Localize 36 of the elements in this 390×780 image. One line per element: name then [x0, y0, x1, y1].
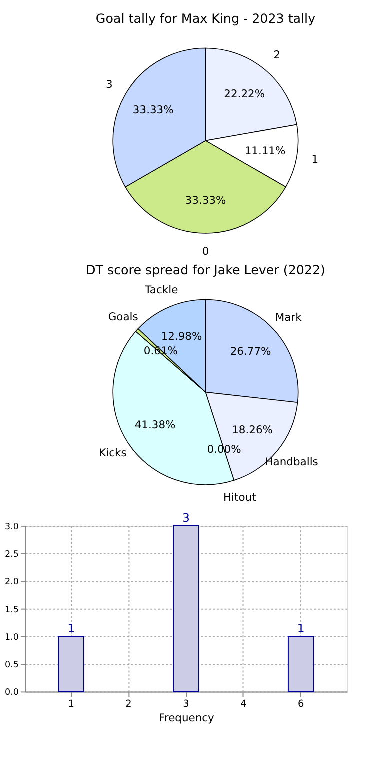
data-label: 12.98% — [161, 330, 202, 343]
data-label: 26.77% — [230, 345, 272, 358]
slice-label: 0 — [202, 244, 210, 258]
slice-label: 2 — [274, 48, 281, 62]
data-label: 1 — [297, 622, 305, 636]
x-tick-label: 6 — [298, 698, 304, 710]
data-label: 41.38% — [134, 418, 176, 432]
chart-title: Goal tally for Max King - 2023 tally — [96, 10, 316, 26]
data-label: 18.26% — [232, 424, 273, 437]
x-tick-label: 4 — [240, 698, 247, 710]
slice-label: Kicks — [99, 446, 128, 460]
x-tick-label: 1 — [68, 698, 74, 710]
x-tick-label: 3 — [183, 698, 190, 710]
y-tick-label: 1.5 — [5, 605, 20, 616]
y-tick-label: 0.5 — [5, 660, 20, 670]
data-label: 3 — [182, 511, 190, 526]
y-tick-label: 2.5 — [5, 550, 20, 560]
slice-label: Tackle — [144, 283, 179, 296]
x-axis-title: Frequency — [159, 711, 216, 724]
y-tick-label: 0.0 — [5, 688, 20, 698]
slice-label: Mark — [275, 311, 303, 324]
data-label: 22.22% — [224, 87, 266, 100]
y-tick-label: 1.0 — [5, 632, 20, 643]
slice-label: Handballs — [265, 456, 319, 469]
y-tick-label: 3.0 — [5, 522, 20, 532]
data-label: 11.11% — [244, 144, 286, 158]
data-label: 33.33% — [185, 194, 226, 208]
category-label: Hitout — [223, 491, 256, 504]
data-label: 1 — [68, 622, 76, 636]
chart-title: DT score spread for Jake Lever (2022) — [86, 262, 326, 278]
slice-label: Goals — [108, 310, 139, 324]
x-tick-label: 2 — [126, 698, 132, 710]
data-label: 33.33% — [132, 104, 174, 117]
y-tick-label: 2.0 — [5, 578, 20, 588]
slice-label: 1 — [312, 153, 319, 166]
slice-label: 3 — [106, 78, 113, 92]
